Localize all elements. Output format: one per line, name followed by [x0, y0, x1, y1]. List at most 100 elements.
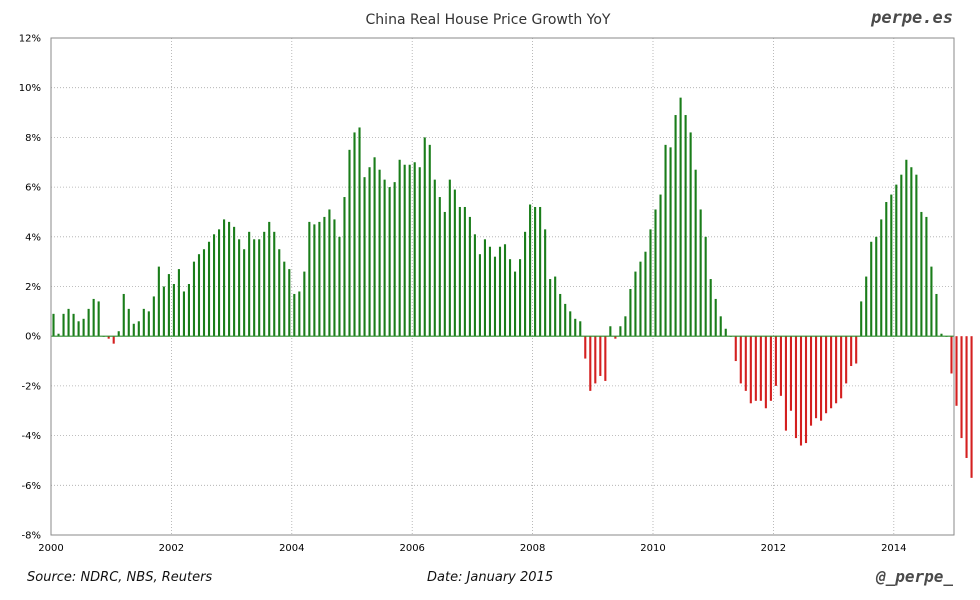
- bar: [72, 313, 75, 337]
- bar: [714, 298, 717, 337]
- bar: [539, 206, 542, 337]
- bar: [162, 286, 165, 337]
- bar: [870, 241, 873, 337]
- bar: [433, 179, 436, 337]
- bar: [855, 336, 858, 364]
- bar: [664, 144, 667, 337]
- bar: [343, 197, 346, 337]
- bar: [794, 336, 798, 439]
- bar: [308, 221, 311, 337]
- gridlines: [51, 37, 954, 536]
- bar: [649, 229, 652, 337]
- bar: [574, 318, 577, 337]
- bar: [739, 336, 742, 384]
- bar: [639, 261, 642, 337]
- bar: [629, 288, 632, 337]
- bar: [157, 266, 160, 337]
- bar: [529, 204, 532, 337]
- y-tick-label: 6%: [25, 183, 41, 194]
- x-tick-label: 2006: [399, 543, 424, 554]
- bar: [182, 291, 185, 337]
- bar: [498, 246, 502, 337]
- bar: [900, 174, 903, 337]
- bar: [940, 333, 943, 337]
- bar: [709, 279, 712, 337]
- bar: [744, 336, 747, 391]
- bar: [875, 236, 878, 337]
- y-tick-label: 4%: [25, 232, 41, 243]
- bar: [599, 336, 602, 376]
- bar: [619, 326, 622, 337]
- bar: [52, 313, 55, 337]
- bar: [313, 224, 316, 337]
- bar: [112, 336, 115, 344]
- bar: [674, 115, 677, 337]
- bar: [488, 246, 492, 337]
- bar: [614, 336, 617, 339]
- x-tick-label: 2012: [761, 543, 786, 554]
- bar: [684, 115, 687, 337]
- bar: [142, 308, 145, 337]
- bar: [132, 323, 135, 337]
- bar: [248, 231, 251, 337]
- bar: [388, 187, 391, 337]
- bar: [920, 211, 923, 337]
- bar: [413, 162, 416, 337]
- x-tick-label: 2014: [881, 543, 906, 554]
- bar: [784, 336, 787, 431]
- bar: [759, 336, 762, 401]
- bar: [804, 336, 808, 444]
- bar: [774, 336, 777, 386]
- bar: [177, 269, 180, 337]
- bar: [478, 254, 481, 337]
- bar: [122, 293, 125, 337]
- bar: [699, 209, 702, 337]
- bar: [92, 298, 95, 337]
- bar: [268, 221, 271, 337]
- bar: [513, 271, 517, 337]
- bar: [453, 189, 456, 337]
- bar: [814, 336, 818, 419]
- bar: [468, 216, 471, 337]
- bar: [885, 202, 888, 337]
- bar: [865, 276, 868, 337]
- date-note: Date: January 2015: [427, 570, 553, 585]
- bar: [579, 321, 582, 337]
- bar: [197, 254, 201, 337]
- x-tick-label: 2002: [159, 543, 184, 554]
- x-tick-label: 2000: [38, 543, 63, 554]
- bar: [218, 229, 221, 337]
- bar: [82, 318, 85, 337]
- bar: [789, 336, 793, 411]
- bar: [403, 164, 406, 337]
- bar: [659, 194, 662, 337]
- bar: [860, 301, 863, 337]
- bar: [363, 177, 366, 337]
- y-tick-label: 0%: [25, 332, 41, 343]
- bar: [925, 216, 928, 337]
- bar: [383, 179, 386, 337]
- bar: [87, 308, 90, 337]
- bar: [328, 209, 331, 337]
- bar: [809, 336, 813, 426]
- bar: [293, 293, 296, 337]
- bar: [734, 336, 737, 362]
- bar: [835, 336, 838, 404]
- bar: [333, 219, 336, 337]
- bar: [263, 231, 266, 337]
- bar: [353, 132, 356, 337]
- bar: [483, 239, 486, 337]
- bar: [704, 236, 707, 337]
- twitter-handle: @_perpe_: [875, 567, 953, 586]
- y-tick-label: -6%: [22, 481, 41, 492]
- bar: [935, 293, 938, 337]
- bar: [825, 336, 828, 414]
- bar: [534, 206, 537, 337]
- bar: [258, 239, 261, 337]
- bar: [754, 336, 757, 401]
- bar: [358, 127, 361, 337]
- bar: [493, 256, 497, 337]
- bar: [559, 293, 562, 337]
- bar: [880, 219, 883, 337]
